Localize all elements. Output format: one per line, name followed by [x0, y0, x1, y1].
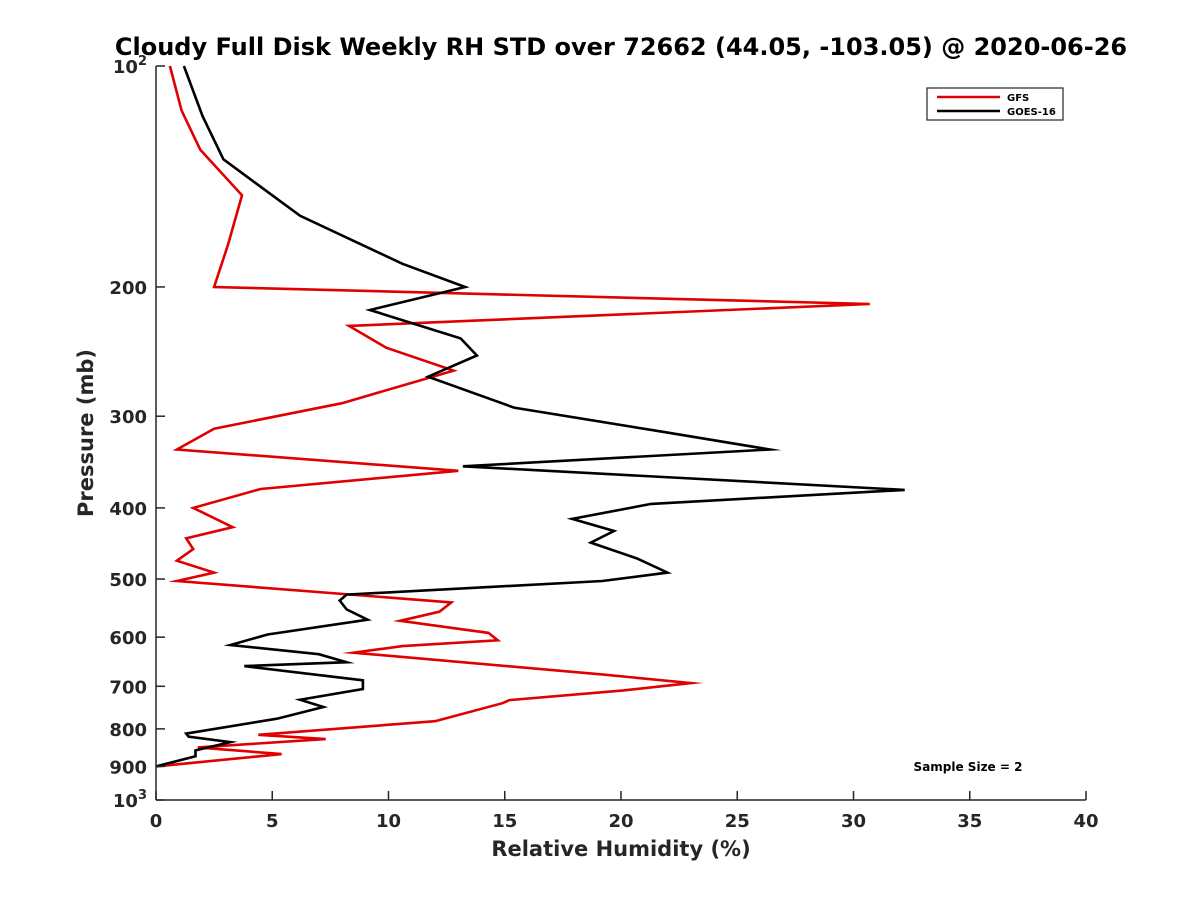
- x-axis-label: Relative Humidity (%): [491, 837, 750, 861]
- y-tick-label: 200: [109, 278, 147, 299]
- x-ticks: 0 5 10 15 20 25 30 35 40: [150, 791, 1099, 832]
- y-tick-label: 600: [109, 628, 147, 649]
- x-tick-label: 40: [1073, 811, 1098, 832]
- y-tick-exponent: 2: [138, 54, 147, 69]
- legend: GFS GOES-16: [926, 87, 1064, 121]
- y-tick-label: 103: [113, 788, 147, 812]
- x-tick-label: 15: [492, 811, 517, 832]
- x-tick-label: 35: [957, 811, 982, 832]
- y-tick-base: 10: [113, 791, 138, 812]
- y-tick-label: 700: [109, 677, 147, 698]
- y-tick-label: 500: [109, 570, 147, 591]
- y-tick-label: 900: [109, 757, 147, 778]
- plot-area: [156, 66, 1086, 800]
- series-line-gfs: [155, 65, 870, 768]
- series-layer: [155, 65, 905, 768]
- y-tick-label: 400: [109, 499, 147, 520]
- legend-box: [926, 87, 1064, 121]
- x-tick-label: 25: [725, 811, 750, 832]
- y-tick-label: 102: [113, 54, 147, 78]
- legend-entry-label: GOES-16: [1007, 107, 1056, 118]
- y-tick-base: 10: [113, 57, 138, 78]
- x-tick-label: 0: [150, 811, 163, 832]
- x-tick-label: 10: [376, 811, 401, 832]
- x-tick-label: 20: [608, 811, 633, 832]
- sample-size-annotation: Sample Size = 2: [914, 760, 1023, 774]
- y-tick-label: 800: [109, 720, 147, 741]
- series-line-goes-16: [155, 65, 905, 768]
- y-tick-label: 300: [109, 407, 147, 428]
- legend-entry-label: GFS: [1007, 93, 1029, 104]
- chart-title: Cloudy Full Disk Weekly RH STD over 7266…: [115, 33, 1127, 61]
- x-tick-label: 5: [266, 811, 279, 832]
- y-tick-exponent: 3: [138, 788, 147, 803]
- x-tick-label: 30: [841, 811, 866, 832]
- y-axis-label: Pressure (mb): [74, 349, 98, 517]
